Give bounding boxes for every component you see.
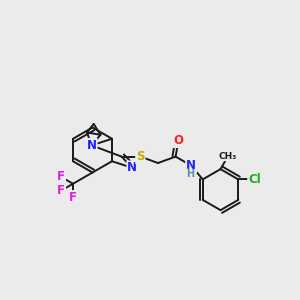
Text: N: N xyxy=(87,139,97,152)
Text: N: N xyxy=(127,161,137,174)
Text: N: N xyxy=(186,159,196,172)
Text: F: F xyxy=(69,191,77,204)
Text: F: F xyxy=(57,170,65,183)
Text: S: S xyxy=(136,150,145,163)
Text: Cl: Cl xyxy=(248,173,261,186)
Text: O: O xyxy=(173,134,183,147)
Text: H: H xyxy=(186,169,194,179)
Text: CH₃: CH₃ xyxy=(219,152,237,161)
Text: F: F xyxy=(57,184,65,197)
